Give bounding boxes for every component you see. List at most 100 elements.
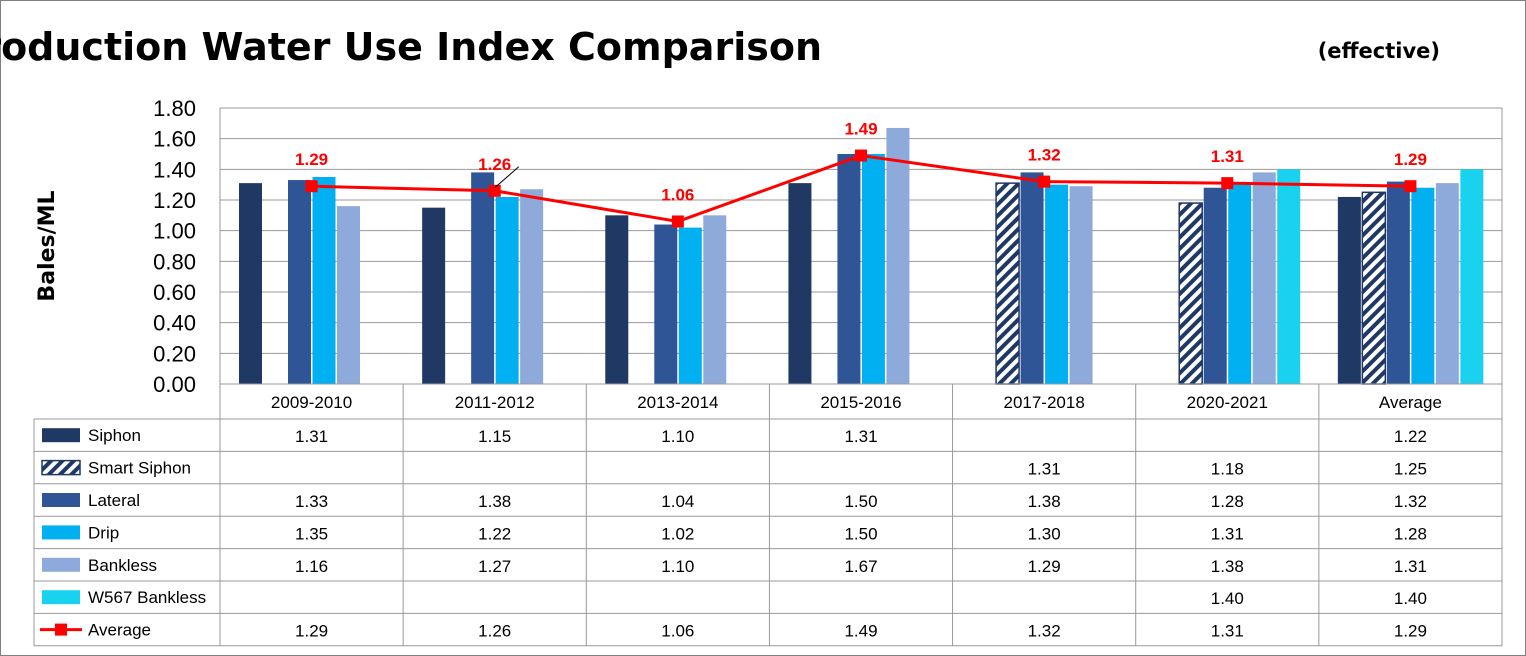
average-point [1404,180,1417,193]
data-table-cell: 1.49 [844,622,877,641]
y-tick-label: 0.80 [153,249,196,274]
y-axis-ticks: 0.00 0.20 0.40 0.60 0.80 1.00 1.20 1.40 1.60 1.80 [153,96,196,397]
data-table: 2009-2010 2011-2012 2013-2014 2015-2016 2017… [33,383,1503,647]
bar [678,227,702,384]
bar [654,224,678,384]
average-line: 1.29 1.26 1.06 1.49 1.32 1.31 1.29 [295,120,1427,228]
data-table-cell: 1.31 [1028,460,1061,479]
bar [995,182,1020,385]
average-point [671,215,684,228]
bar [1277,169,1301,384]
y-tick-label: 0.20 [153,341,196,366]
average-data-label: 1.49 [844,120,877,139]
average-data-label: 1.26 [478,155,511,174]
x-tick-label: 2009-2010 [271,393,352,412]
bar [1228,183,1252,384]
x-tick-label: 2020-2021 [1187,393,1268,412]
legend-key [42,557,80,572]
legend-entry: Lateral [88,491,140,510]
average-data-label: 1.31 [1211,147,1244,166]
legend-entry: Smart Siphon [88,459,191,478]
data-table-cell: 1.32 [1394,492,1427,511]
bar [1045,184,1069,384]
bar [1361,191,1387,385]
y-tick-label: 1.20 [153,188,196,213]
data-table-cell: 1.18 [1211,460,1244,479]
data-table-cell: 1.29 [1028,557,1061,576]
legend-entry: Bankless [88,556,157,575]
data-table-cell: 1.25 [1394,460,1427,479]
data-table-cell: 1.67 [844,557,877,576]
gridlines [219,107,1503,385]
average-data-label: 1.29 [295,150,328,169]
bar [1178,202,1203,385]
y-tick-label: 0.40 [153,311,196,336]
x-tick-label: 2013-2014 [637,393,718,412]
bar [1069,186,1093,384]
data-table-cell: 1.04 [661,492,694,511]
bar [886,127,910,384]
data-table-cell: 1.15 [478,427,511,446]
average-point [305,180,318,193]
bar [337,206,360,384]
data-table-cell: 1.27 [478,557,511,576]
y-tick-label: 1.60 [153,127,196,152]
bar [495,196,519,384]
data-table-cell: 1.31 [1394,557,1427,576]
data-table-cell: 1.22 [478,524,511,543]
x-tick-label: 2017-2018 [1003,393,1084,412]
data-table-cell: 1.31 [1211,622,1244,641]
bar [788,183,812,384]
average-point [855,149,867,162]
legend-key [42,428,80,443]
bar [1435,183,1459,384]
data-table-cell: 1.29 [295,622,328,641]
data-table-cell: 1.32 [1028,622,1061,641]
legend-entry: W567 Bankless [88,588,206,607]
label-leader-line [494,166,520,189]
average-point [1221,177,1234,190]
data-table-cell: 1.35 [295,524,328,543]
legend-key-marker [55,623,67,636]
bar [239,183,262,384]
chart-title: Gross Production Water Use Index Compari… [0,25,822,69]
legend-entry: Average [88,621,151,640]
bars [239,127,1484,385]
data-table-cell: 1.31 [1211,524,1244,543]
data-table-cell: 1.28 [1211,492,1244,511]
y-tick-label: 1.00 [153,219,196,244]
data-table-cell: 1.33 [295,492,328,511]
data-table-cell: 1.50 [844,524,877,543]
y-tick-label: 1.80 [153,96,196,121]
average-point [488,184,501,197]
data-table-cell: 1.38 [1211,557,1244,576]
bar [837,154,861,384]
bar [1337,196,1361,384]
data-table-cell: 1.38 [478,492,511,511]
y-tick-label: 0.00 [153,372,196,397]
data-table-cell: 1.50 [844,492,877,511]
data-table-cell: 1.31 [295,427,328,446]
data-table-cell: 1.29 [1394,622,1427,641]
bar [1411,187,1435,384]
legend-key [42,493,80,507]
data-table-cell: 1.28 [1394,524,1427,543]
data-table-cell: 1.02 [661,524,694,543]
legend-key [42,590,80,605]
data-table-cell: 1.22 [1394,427,1427,446]
legend-key [42,525,80,540]
data-table-cell: 1.30 [1028,524,1061,543]
y-tick-label: 1.40 [153,157,196,182]
legend-key [41,459,81,476]
bar [520,189,544,384]
average-data-label: 1.29 [1394,150,1427,169]
average-point [1038,175,1051,188]
bar [312,177,336,384]
bar [1203,187,1227,384]
x-tick-label: 2011-2012 [455,393,535,412]
bar [288,180,311,384]
bar [1252,172,1276,384]
chart-subtitle: (effective) [1318,39,1440,63]
data-table-cell: 1.16 [295,557,328,576]
